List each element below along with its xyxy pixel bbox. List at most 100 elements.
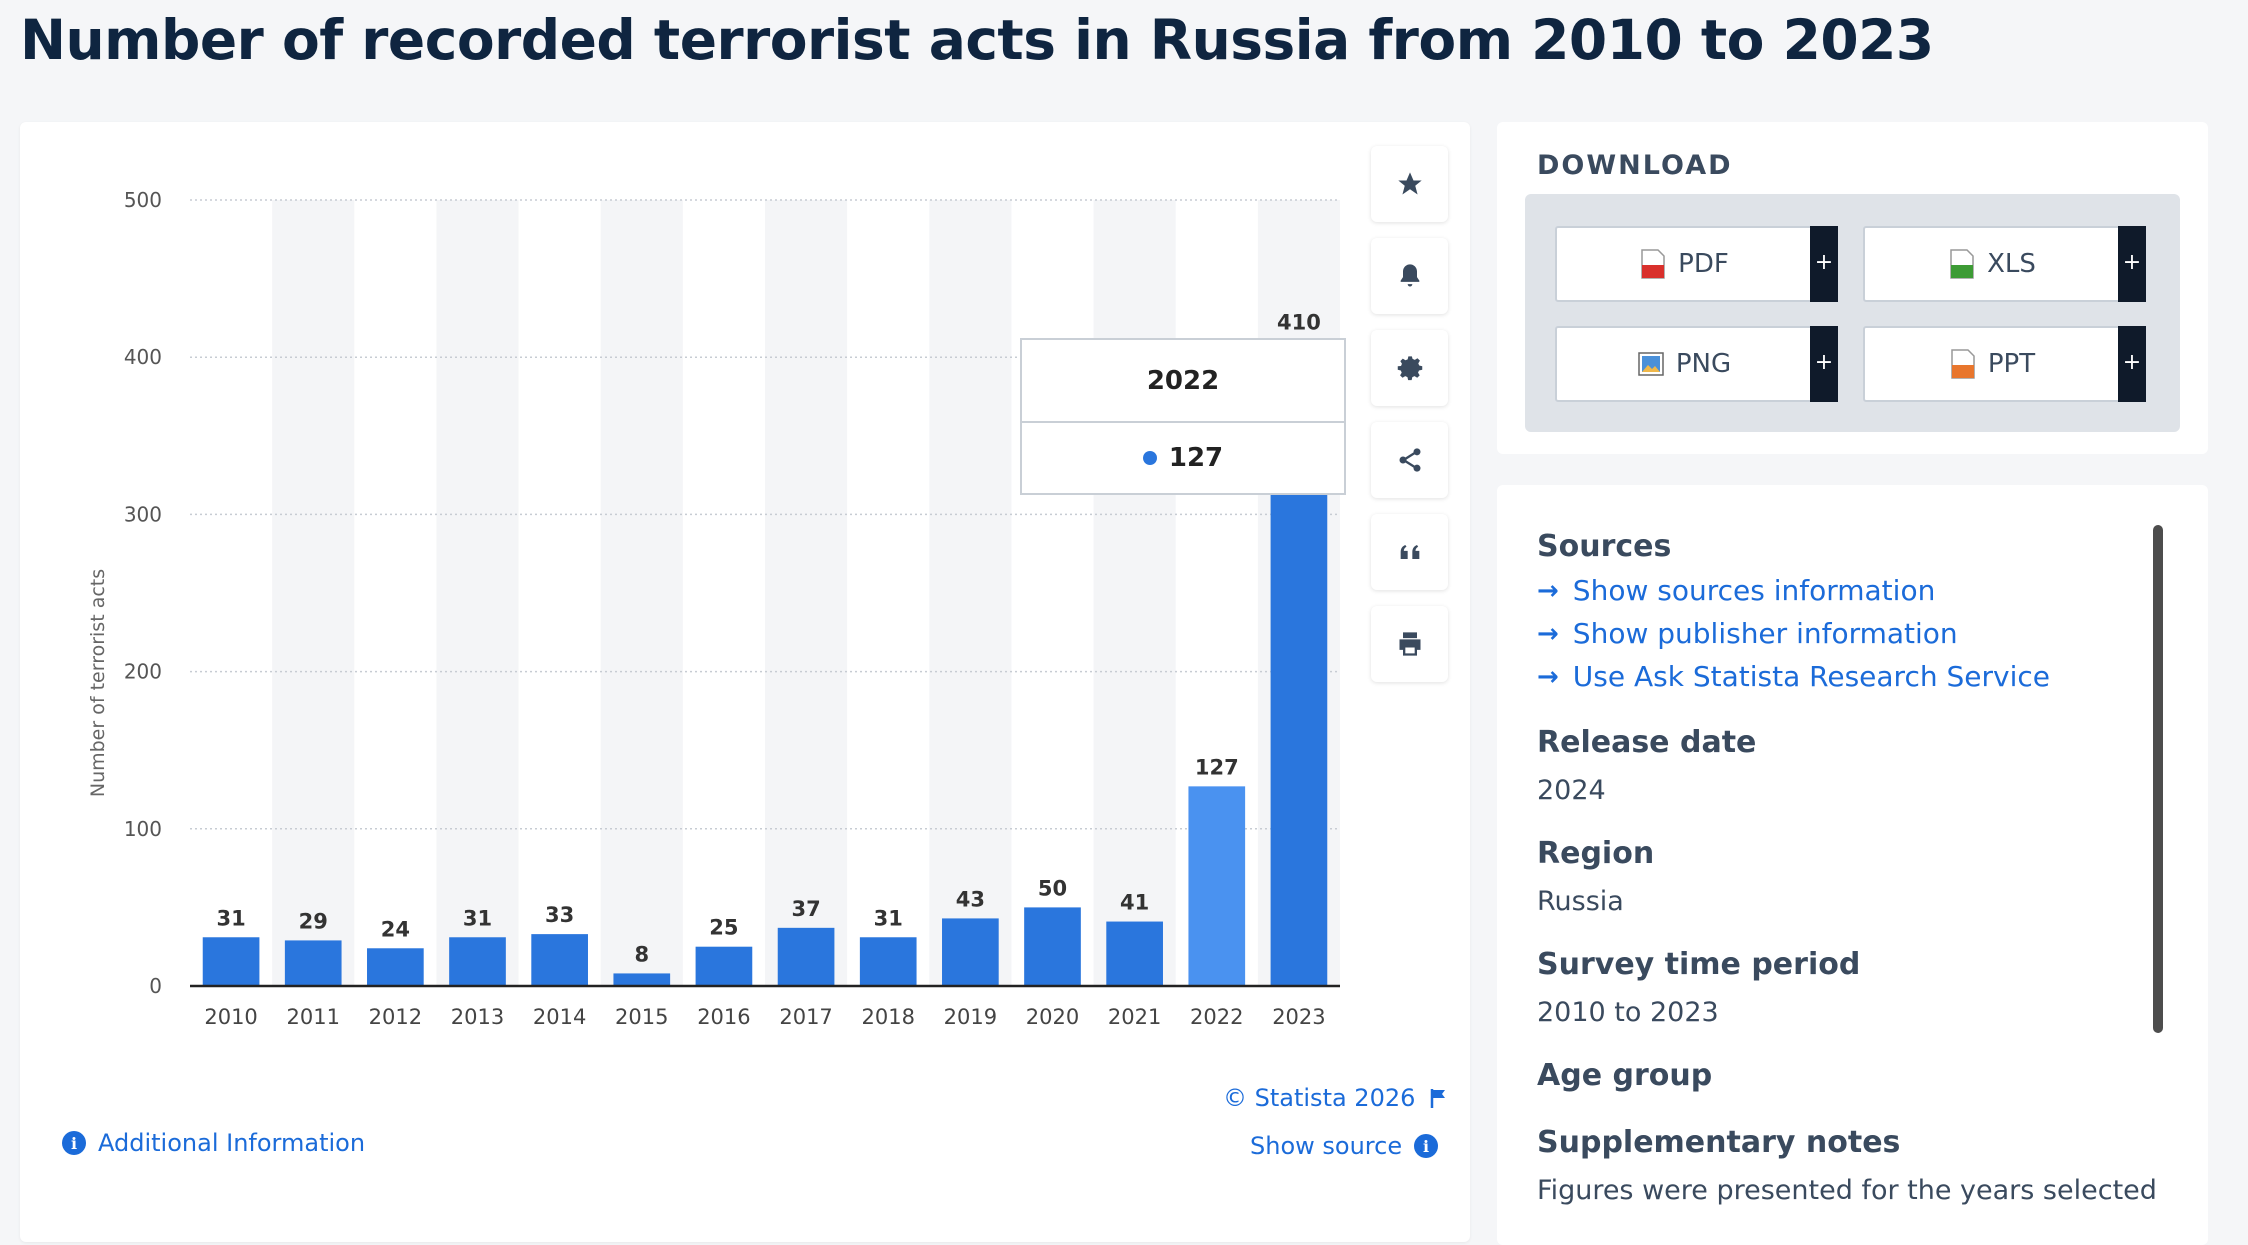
gear-icon [1397, 356, 1422, 381]
download-ppt-plus[interactable]: + [2118, 326, 2146, 402]
show-sources-information-label: Show sources information [1572, 574, 1936, 607]
y-tick-label: 100 [124, 817, 162, 841]
x-tick-label: 2017 [779, 1005, 832, 1029]
tooltip-value-row: 127 [1022, 423, 1344, 493]
print-icon [1399, 632, 1420, 656]
supplementary-notes-heading: Supplementary notes [1537, 1125, 1901, 1160]
chart-card: 0 100 200 300 400 500 Number of terrorist acts… [20, 122, 1470, 1242]
bar [284, 940, 342, 986]
bar [449, 937, 506, 986]
favorite-button[interactable] [1371, 146, 1448, 222]
bar-value-label: 31 [463, 906, 492, 930]
show-publisher-information-label: Show publisher information [1572, 617, 1958, 650]
ask-statista-research-label: Use Ask Statista Research Service [1572, 660, 2050, 693]
bar [942, 918, 999, 986]
download-panel: PDF + XLS + PNG + PPT + [1525, 194, 2180, 432]
bar-value-label: 31 [874, 906, 903, 930]
release-date-value: 2024 [1537, 775, 1606, 806]
download-xls-label-wrap: XLS [1865, 228, 2120, 300]
bar [859, 937, 917, 986]
bar-value-label: 50 [1038, 876, 1067, 900]
download-png-button[interactable]: PNG + [1555, 326, 1838, 402]
x-tick-label: 2023 [1272, 1005, 1325, 1029]
arrow-right-icon: → [1537, 661, 1559, 692]
statistic-details-card: Sources → Show sources information → Sho… [1497, 485, 2208, 1245]
x-tick-label: 2014 [533, 1005, 586, 1029]
bar-chart: 0 100 200 300 400 500 Number of terrorist acts… [87, 188, 1340, 1029]
bar-value-label: 8 [634, 942, 649, 966]
bar-value-label: 25 [709, 916, 738, 940]
bar [1188, 786, 1246, 986]
download-card: DOWNLOAD PDF + XLS + PNG + [1497, 122, 2208, 454]
ppt-file-icon [1951, 349, 1975, 379]
bar-value-label: 43 [956, 887, 985, 911]
column-band [600, 200, 683, 986]
bar [695, 946, 753, 986]
tooltip-value: 127 [1168, 443, 1224, 473]
print-button[interactable] [1371, 606, 1448, 682]
bar-value-label: 127 [1195, 755, 1239, 779]
y-tick-label: 0 [149, 974, 162, 998]
y-axis-label: Number of terrorist acts [87, 569, 109, 797]
y-tick-label: 300 [124, 502, 162, 526]
supplementary-notes-text: Figures were presented for the years sel… [1537, 1175, 2157, 1206]
download-xls-plus[interactable]: + [2118, 226, 2146, 302]
x-tick-label: 2019 [944, 1005, 997, 1029]
region-value: Russia [1537, 886, 1624, 917]
survey-period-heading: Survey time period [1537, 947, 1861, 982]
column-band [1093, 200, 1176, 986]
sources-heading: Sources [1537, 529, 1672, 564]
download-ppt-button[interactable]: PPT + [1863, 326, 2146, 402]
copyright-text: © Statista 2026 [1223, 1084, 1416, 1112]
download-pdf-button[interactable]: PDF + [1555, 226, 1838, 302]
cite-button[interactable] [1371, 514, 1448, 590]
tooltip-category: 2022 [1022, 340, 1344, 423]
additional-information-link[interactable]: i Additional Information [62, 1129, 365, 1157]
column-band [436, 200, 519, 986]
bar-value-label: 24 [381, 917, 410, 941]
details-scrollbar[interactable] [2153, 525, 2163, 1033]
flag-icon [1431, 1089, 1446, 1108]
arrow-right-icon: → [1537, 618, 1559, 649]
bar-value-label: 41 [1120, 891, 1149, 915]
column-band [929, 200, 1012, 986]
show-sources-information-link[interactable]: → Show sources information [1537, 574, 1935, 607]
show-publisher-information-link[interactable]: → Show publisher information [1537, 617, 1958, 650]
download-xls-button[interactable]: XLS + [1863, 226, 2146, 302]
x-tick-label: 2011 [286, 1005, 339, 1029]
download-pdf-label: PDF [1678, 249, 1729, 279]
x-tick-label: 2013 [451, 1005, 504, 1029]
x-tick-label: 2020 [1026, 1005, 1079, 1029]
bell-icon [1400, 264, 1419, 287]
pdf-file-icon [1641, 249, 1665, 279]
quote-icon [1400, 545, 1419, 559]
notification-button[interactable] [1371, 238, 1448, 314]
survey-period-value: 2010 to 2023 [1537, 997, 1719, 1028]
statista-copyright-link[interactable]: © Statista 2026 [1223, 1084, 1449, 1112]
download-pdf-plus[interactable]: + [1810, 226, 1838, 302]
png-file-icon [1638, 352, 1664, 376]
ask-statista-research-link[interactable]: → Use Ask Statista Research Service [1537, 660, 2050, 693]
column-band [765, 200, 848, 986]
settings-button[interactable] [1371, 330, 1448, 406]
show-source-link[interactable]: Show source i [1250, 1132, 1439, 1160]
y-tick-label: 500 [124, 188, 162, 212]
download-png-plus[interactable]: + [1810, 326, 1838, 402]
download-ppt-label-wrap: PPT [1865, 328, 2120, 400]
bar [613, 973, 671, 986]
xls-file-icon [1950, 249, 1974, 279]
bar-value-label: 410 [1277, 310, 1321, 334]
bar-value-label: 37 [791, 897, 820, 921]
bar [1106, 921, 1163, 986]
x-tick-label: 2010 [204, 1005, 257, 1029]
page-title: Number of recorded terrorist acts in Rus… [20, 8, 1934, 72]
bar [777, 927, 835, 986]
share-button[interactable] [1371, 422, 1448, 498]
release-date-heading: Release date [1537, 725, 1757, 760]
x-tick-label: 2015 [615, 1005, 668, 1029]
download-title: DOWNLOAD [1537, 150, 1733, 181]
info-icon: i [1414, 1134, 1439, 1158]
download-png-label-wrap: PNG [1557, 328, 1812, 400]
bar [367, 948, 424, 986]
bar [1024, 907, 1081, 986]
